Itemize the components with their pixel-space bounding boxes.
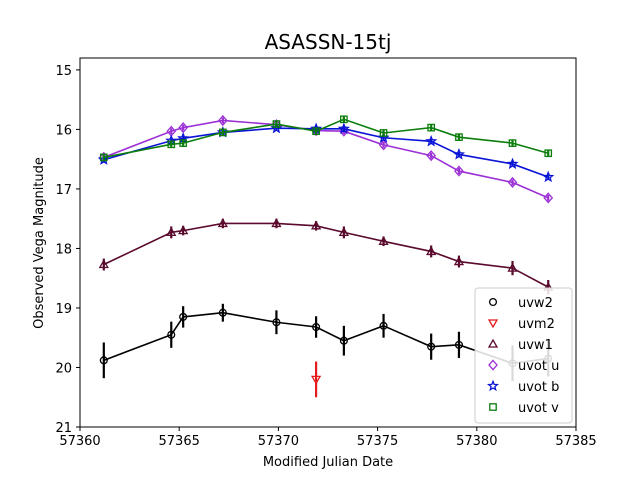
legend-entry: uvw1 [518,338,553,353]
data-point [312,322,321,332]
data-point [271,218,282,228]
legend-marker [486,379,500,392]
legend-marker [488,359,498,371]
data-point [426,246,437,256]
data-point [340,115,348,124]
data-point [272,318,281,327]
series-uvw1 [98,218,554,295]
legend-marker [489,403,497,411]
data-point [453,256,465,266]
data-point [310,220,322,230]
x-tick-label: 57365 [159,434,200,449]
data-point [179,312,188,321]
data-point [167,140,176,149]
series-uvot-v [99,115,553,162]
data-point [178,225,189,235]
data-point [310,375,322,385]
x-tick-label: 57385 [555,434,596,449]
x-tick-label: 57380 [456,434,497,449]
x-axis-label: Modified Julian Date [263,455,393,470]
data-point [427,342,436,351]
y-tick-label: 19 [55,302,72,317]
y-tick-label: 18 [55,242,72,257]
y-tick-label: 17 [55,183,72,198]
data-point [339,336,348,345]
chart-title: ASASSN-15tj [265,30,392,54]
legend-marker [487,319,499,329]
y-tick-label: 15 [55,64,72,79]
data-point [506,157,519,170]
y-axis-label: Observed Vega Magnitude [32,157,47,329]
data-point [425,134,438,147]
legend-entry: uvw2 [518,296,553,311]
data-point [99,153,108,162]
data-point [218,308,227,317]
x-tick-label: 57375 [357,434,398,449]
data-point [167,330,176,339]
data-point [544,149,553,158]
data-point [542,170,555,183]
data-point [378,235,389,245]
plot-area [97,114,555,398]
data-point [507,176,518,188]
data-point [337,122,350,134]
data-point [217,114,228,127]
data-point [507,262,518,272]
data-point [452,148,466,160]
data-point [455,133,463,142]
axes: 57360 57365 57370 57375 57380 57385 15 16 17 18 19… [55,64,596,449]
data-point [427,123,436,132]
data-point [166,227,177,237]
data-point [218,128,227,137]
series-uvm2 [310,361,322,398]
legend: uvw2 uvm2 uvw1 uvot u uvot b uvot v [474,287,573,424]
legend-entry: uvm2 [518,317,555,332]
data-point [379,129,388,137]
data-point [98,259,109,269]
data-point [508,139,517,147]
legend-entry: uvot b [518,380,559,395]
series-line [103,119,549,199]
y-tick-label: 21 [55,421,72,436]
x-tick-label: 57360 [59,434,100,449]
plot-frame [79,57,577,428]
legend-box [474,287,573,424]
data-point [454,165,464,177]
data-point [454,340,463,349]
legend-marker [488,297,498,307]
data-point [312,127,320,136]
legend-marker [487,338,499,348]
series-line [103,118,549,159]
y-tick-label: 20 [55,361,72,376]
data-point [378,139,389,151]
data-point [379,321,388,330]
data-point [272,120,281,128]
y-tick-label: 16 [55,123,72,138]
legend-entry: uvot u [518,359,559,374]
x-tick-label: 57370 [258,434,299,449]
data-point [99,356,108,365]
data-point [179,139,188,147]
data-point [338,227,349,237]
data-point [426,150,437,162]
legend-entry: uvot v [518,401,559,416]
data-point [217,218,228,228]
data-point [543,192,554,204]
